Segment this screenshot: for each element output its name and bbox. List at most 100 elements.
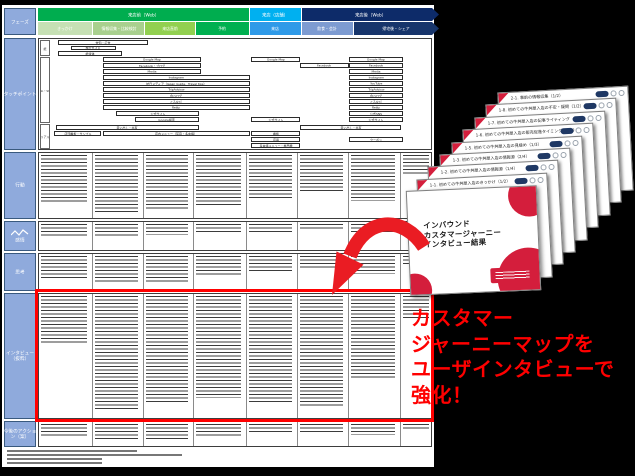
text-lines	[249, 424, 293, 434]
touchpoint-bar: 公式SNS	[348, 111, 404, 116]
emotion-curve-icon	[11, 228, 29, 236]
touchpoint-group-strip: 紙Web・SNSリアル	[40, 40, 51, 149]
text-lines	[351, 296, 396, 380]
table-cell	[93, 222, 144, 250]
table-cell	[144, 294, 194, 418]
text-lines	[351, 424, 396, 435]
sub-phase: 来店	[250, 22, 301, 35]
table-cell	[194, 254, 247, 290]
touchpoint-bar: Retty	[102, 105, 250, 110]
table-cell	[93, 294, 144, 418]
text-lines	[196, 296, 242, 398]
table-cell	[401, 422, 433, 446]
touchpoint-bar: TripAdvisor	[102, 87, 250, 92]
slide-header-icons	[549, 139, 579, 147]
text-lines	[351, 155, 396, 201]
touchpoint-group: Web・SNS	[40, 57, 50, 123]
text-lines	[146, 155, 189, 210]
text-lines	[196, 256, 242, 276]
front-title-slide: インバウンド カスタマージャーニー インタビュー結果	[405, 185, 542, 296]
touchpoint-bar: YouTube	[348, 81, 404, 86]
row-label-next-action: 今後のアクション（案）	[4, 421, 36, 447]
text-lines	[249, 224, 293, 233]
touchpoint-bar: 食べログ	[102, 93, 250, 98]
front-slide-title: インバウンド カスタマージャーニー インタビュー結果	[423, 219, 502, 250]
text-lines	[41, 424, 88, 438]
table-cell	[93, 153, 144, 218]
touchpoint-bar: 店頭看板・サンプル	[53, 131, 101, 136]
table-cell	[349, 153, 401, 218]
touchpoint-bar: 告知・広告	[57, 40, 149, 45]
row-label-thinking: 思考	[4, 253, 36, 291]
nav-pill-icon	[549, 140, 563, 147]
table-cell	[93, 422, 144, 446]
text-lines	[146, 224, 189, 235]
nav-pill-icon	[583, 103, 598, 110]
table-cell	[349, 422, 401, 446]
table-cell	[39, 254, 93, 290]
phase-band: 来店後（Web）	[302, 8, 439, 21]
phase-corner-cell: フェーズ	[4, 8, 36, 35]
sub-phase: 予約	[196, 22, 249, 35]
text-lines	[41, 296, 88, 344]
text-lines	[95, 296, 139, 410]
touchpoint-bars-area: 告知・広告 旅行ガイド 紙媒体 Google Map Google Map Google …	[52, 39, 429, 149]
sub-phase: 帰宅後・シェア	[354, 22, 439, 35]
table-cell	[298, 153, 349, 218]
touchpoint-bar: 訪日メディア（Japan Guide、Travel tips）	[102, 81, 250, 86]
touchpoint-bar: 看板	[251, 131, 301, 136]
nav-pill-icon	[514, 177, 528, 184]
sub-phase: きっかけ	[38, 22, 92, 35]
phase-band: 来店前（Web）	[38, 8, 249, 21]
red-corner-icon	[486, 105, 498, 116]
journey-map-panel: フェーズ 来店前（Web） 来店（店舗） 来店後（Web） きっかけ 情報収集・比較検…	[2, 5, 434, 467]
row-label-touchpoint: タッチポイント	[4, 38, 36, 150]
table-cell	[194, 294, 247, 418]
sub-phase: 来店直前	[145, 22, 195, 35]
table-cell	[194, 222, 247, 250]
touchpoint-bar: Facebook・ブログ	[102, 63, 201, 68]
touchpoint-bar: 多言語メニュー・券売機	[251, 143, 301, 148]
text-lines	[95, 256, 139, 284]
text-lines	[146, 256, 189, 282]
touchpoint-bar: Google Map	[251, 57, 301, 62]
text-lines	[41, 224, 88, 239]
red-corner-icon	[428, 167, 440, 178]
text-lines	[196, 424, 242, 436]
touchpoint-bar: Media	[102, 69, 201, 74]
touchpoint-bar: 公式サイト	[251, 117, 301, 122]
phase-band: 来店（店舗）	[250, 8, 301, 21]
nav-pill-icon	[525, 165, 540, 172]
slide-header-icons	[537, 151, 567, 160]
text-lines	[146, 424, 189, 439]
touchpoint-bar: ぐるなび	[348, 99, 404, 104]
text-lines	[95, 224, 139, 236]
text-lines	[403, 296, 430, 318]
row-label-action: 行動	[4, 152, 36, 219]
table-cell	[247, 254, 298, 290]
table-cell	[349, 294, 401, 418]
next-circle-icon	[618, 89, 625, 97]
table-cell	[194, 153, 247, 218]
slide-title: 2-1. 事前の情報収集（1/2）	[510, 93, 564, 101]
prev-circle-icon	[552, 152, 559, 159]
table-cell	[247, 422, 298, 446]
red-circle-decoration	[507, 185, 542, 218]
table-cell	[144, 422, 194, 446]
next-circle-icon	[583, 127, 590, 134]
text-lines	[146, 296, 189, 404]
sub-phase-row: きっかけ 情報収集・比較検討 来店直前 予約 来店 飲食・会計 帰宅後・シェア	[38, 22, 439, 35]
slide-header-icons	[560, 127, 590, 135]
next-circle-icon	[560, 151, 567, 159]
touchpoint-bar: TripAdvisor	[348, 87, 404, 92]
touchpoint-bar: Retty	[348, 105, 404, 110]
red-corner-icon	[475, 117, 486, 129]
table-cell	[247, 294, 298, 418]
touchpoint-bar: Google Map	[348, 57, 404, 62]
touchpoint-bar: 店員	[251, 137, 301, 142]
text-lines	[249, 256, 293, 272]
interview-section	[38, 293, 432, 419]
credit-box	[490, 266, 538, 284]
annotation-text: カスタマー ジャーニーマップを ユーザインタビューで 強化！	[411, 306, 615, 407]
touchpoint-bar: 公式サイト	[348, 117, 404, 122]
